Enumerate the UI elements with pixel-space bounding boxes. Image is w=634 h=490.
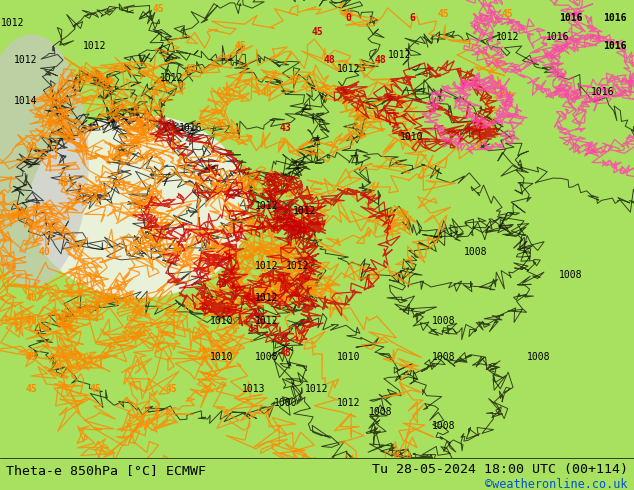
Text: 1008: 1008: [463, 247, 488, 257]
Text: 40: 40: [58, 110, 69, 120]
Text: 45: 45: [134, 123, 145, 133]
Text: 1016: 1016: [546, 32, 570, 42]
Text: 1008: 1008: [254, 352, 278, 363]
Text: 45: 45: [26, 385, 37, 394]
Text: 1012: 1012: [337, 64, 361, 74]
Text: 1008: 1008: [432, 316, 456, 326]
Text: 0: 0: [346, 13, 352, 24]
Text: ©weatheronline.co.uk: ©weatheronline.co.uk: [485, 478, 628, 490]
Text: Tu 28-05-2024 18:00 UTC (00+114): Tu 28-05-2024 18:00 UTC (00+114): [372, 463, 628, 476]
Text: 45: 45: [343, 9, 354, 19]
Text: 1008: 1008: [432, 352, 456, 363]
Text: 1012: 1012: [254, 261, 278, 271]
Text: 1016: 1016: [603, 13, 627, 24]
Text: 40: 40: [172, 247, 183, 257]
Ellipse shape: [29, 115, 250, 298]
Text: 1010: 1010: [210, 352, 234, 363]
Text: 1008: 1008: [432, 421, 456, 431]
Text: 1008: 1008: [368, 407, 392, 417]
Text: 1010: 1010: [210, 316, 234, 326]
Text: 40: 40: [26, 316, 37, 326]
Text: 1012: 1012: [254, 293, 278, 303]
Text: 40: 40: [26, 293, 37, 303]
Text: 1010: 1010: [337, 352, 361, 363]
Text: 40: 40: [39, 247, 50, 257]
Text: 1016: 1016: [178, 123, 202, 133]
Text: 1012: 1012: [13, 54, 37, 65]
Text: 1016: 1016: [603, 41, 627, 51]
Text: 43: 43: [216, 279, 228, 289]
Text: 1012: 1012: [83, 41, 107, 51]
Text: 48: 48: [280, 348, 291, 358]
Ellipse shape: [0, 34, 89, 286]
Text: 1012: 1012: [254, 201, 278, 211]
Text: 1012: 1012: [387, 50, 411, 60]
Text: 45: 45: [235, 41, 247, 51]
Text: 48: 48: [261, 87, 272, 97]
Text: 40: 40: [58, 178, 69, 188]
Text: 1016: 1016: [590, 87, 614, 97]
Text: 1008: 1008: [527, 352, 551, 363]
Text: 6: 6: [409, 13, 415, 24]
Text: 45: 45: [216, 119, 228, 129]
Text: 6: 6: [472, 23, 479, 32]
Text: 45: 45: [153, 4, 164, 14]
Text: 43: 43: [280, 123, 291, 133]
Text: 1012: 1012: [159, 73, 183, 83]
Text: 45: 45: [165, 385, 177, 394]
Text: 1016: 1016: [559, 13, 583, 24]
Text: 1012: 1012: [495, 32, 519, 42]
Text: 45: 45: [311, 27, 323, 37]
Text: 43: 43: [248, 325, 259, 335]
Text: Theta-e 850hPa [°C] ECMWF: Theta-e 850hPa [°C] ECMWF: [6, 465, 206, 477]
Text: 1008: 1008: [559, 270, 583, 280]
Text: 1012: 1012: [1, 18, 25, 28]
Text: 1012: 1012: [305, 385, 329, 394]
Text: 1012: 1012: [286, 261, 310, 271]
Text: 45: 45: [26, 352, 37, 363]
Text: 1013: 1013: [242, 385, 266, 394]
Text: 40: 40: [102, 77, 113, 88]
Text: 1014: 1014: [13, 96, 37, 106]
Text: 48: 48: [375, 54, 386, 65]
Text: 40: 40: [26, 142, 37, 151]
Text: 45: 45: [501, 9, 513, 19]
Text: 48: 48: [324, 54, 335, 65]
Text: 1012: 1012: [337, 398, 361, 408]
Text: 45: 45: [89, 385, 101, 394]
Text: 45: 45: [216, 155, 228, 165]
Text: 40: 40: [134, 201, 145, 211]
Text: 1000: 1000: [273, 398, 297, 408]
Text: 1010: 1010: [400, 132, 424, 143]
Text: 1012: 1012: [254, 316, 278, 326]
Text: 45: 45: [438, 9, 450, 19]
Text: 1012: 1012: [292, 206, 316, 216]
Text: 45: 45: [184, 64, 196, 74]
